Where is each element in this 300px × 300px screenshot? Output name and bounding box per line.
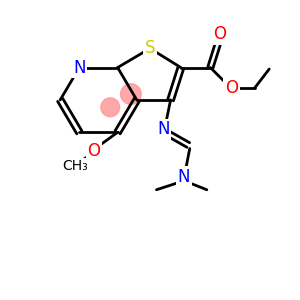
Text: O: O <box>88 142 100 160</box>
Circle shape <box>101 98 120 117</box>
Text: S: S <box>145 39 155 57</box>
Text: O: O <box>213 25 226 43</box>
Circle shape <box>121 84 141 104</box>
Text: O: O <box>225 79 238 97</box>
Text: N: N <box>73 58 86 76</box>
Text: N: N <box>157 120 169 138</box>
Text: N: N <box>178 167 190 185</box>
Text: CH₃: CH₃ <box>62 159 88 173</box>
